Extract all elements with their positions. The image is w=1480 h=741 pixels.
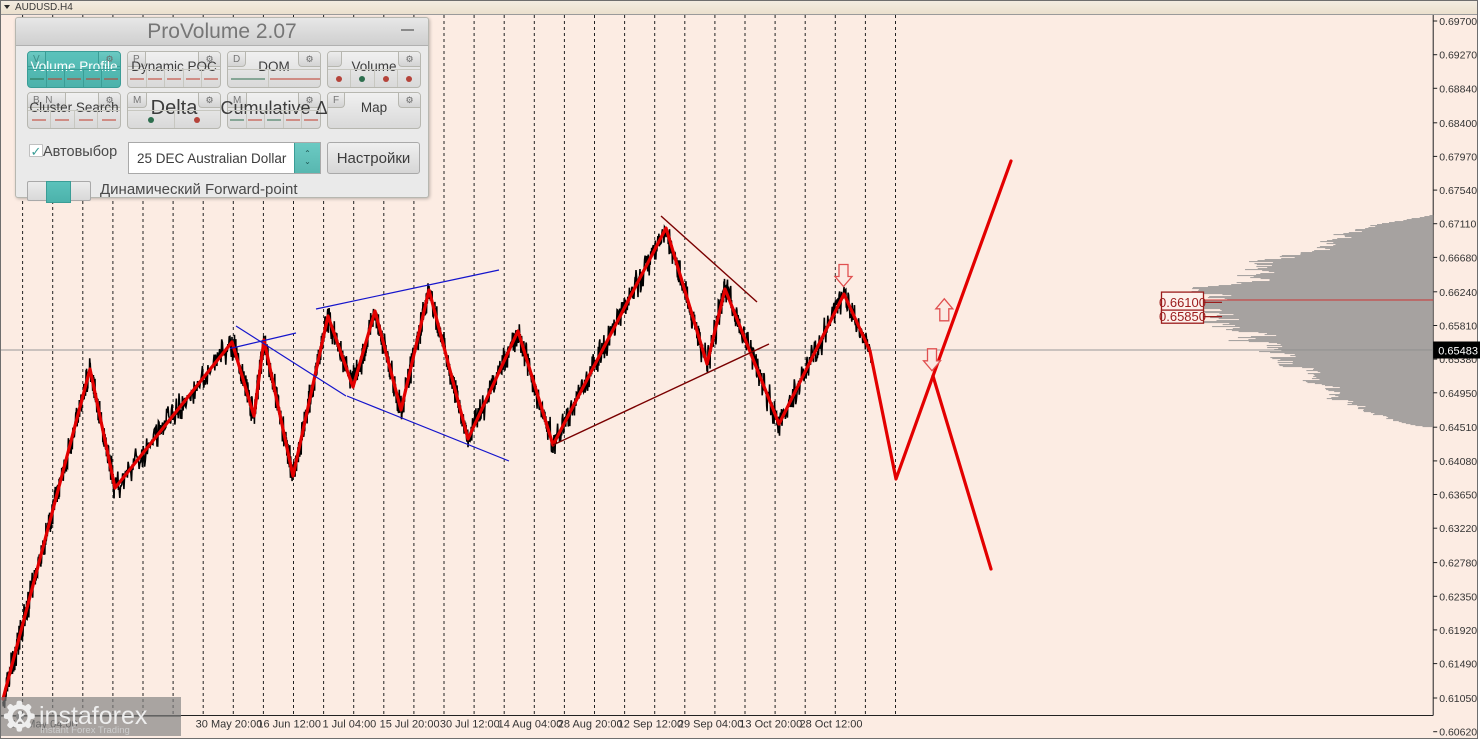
svg-text:0.65850: 0.65850 [1159,309,1206,324]
svg-text:0.65483: 0.65483 [1438,346,1478,358]
svg-text:0.66100: 0.66100 [1159,295,1206,310]
svg-text:Instant Forex Trading: Instant Forex Trading [40,725,130,736]
